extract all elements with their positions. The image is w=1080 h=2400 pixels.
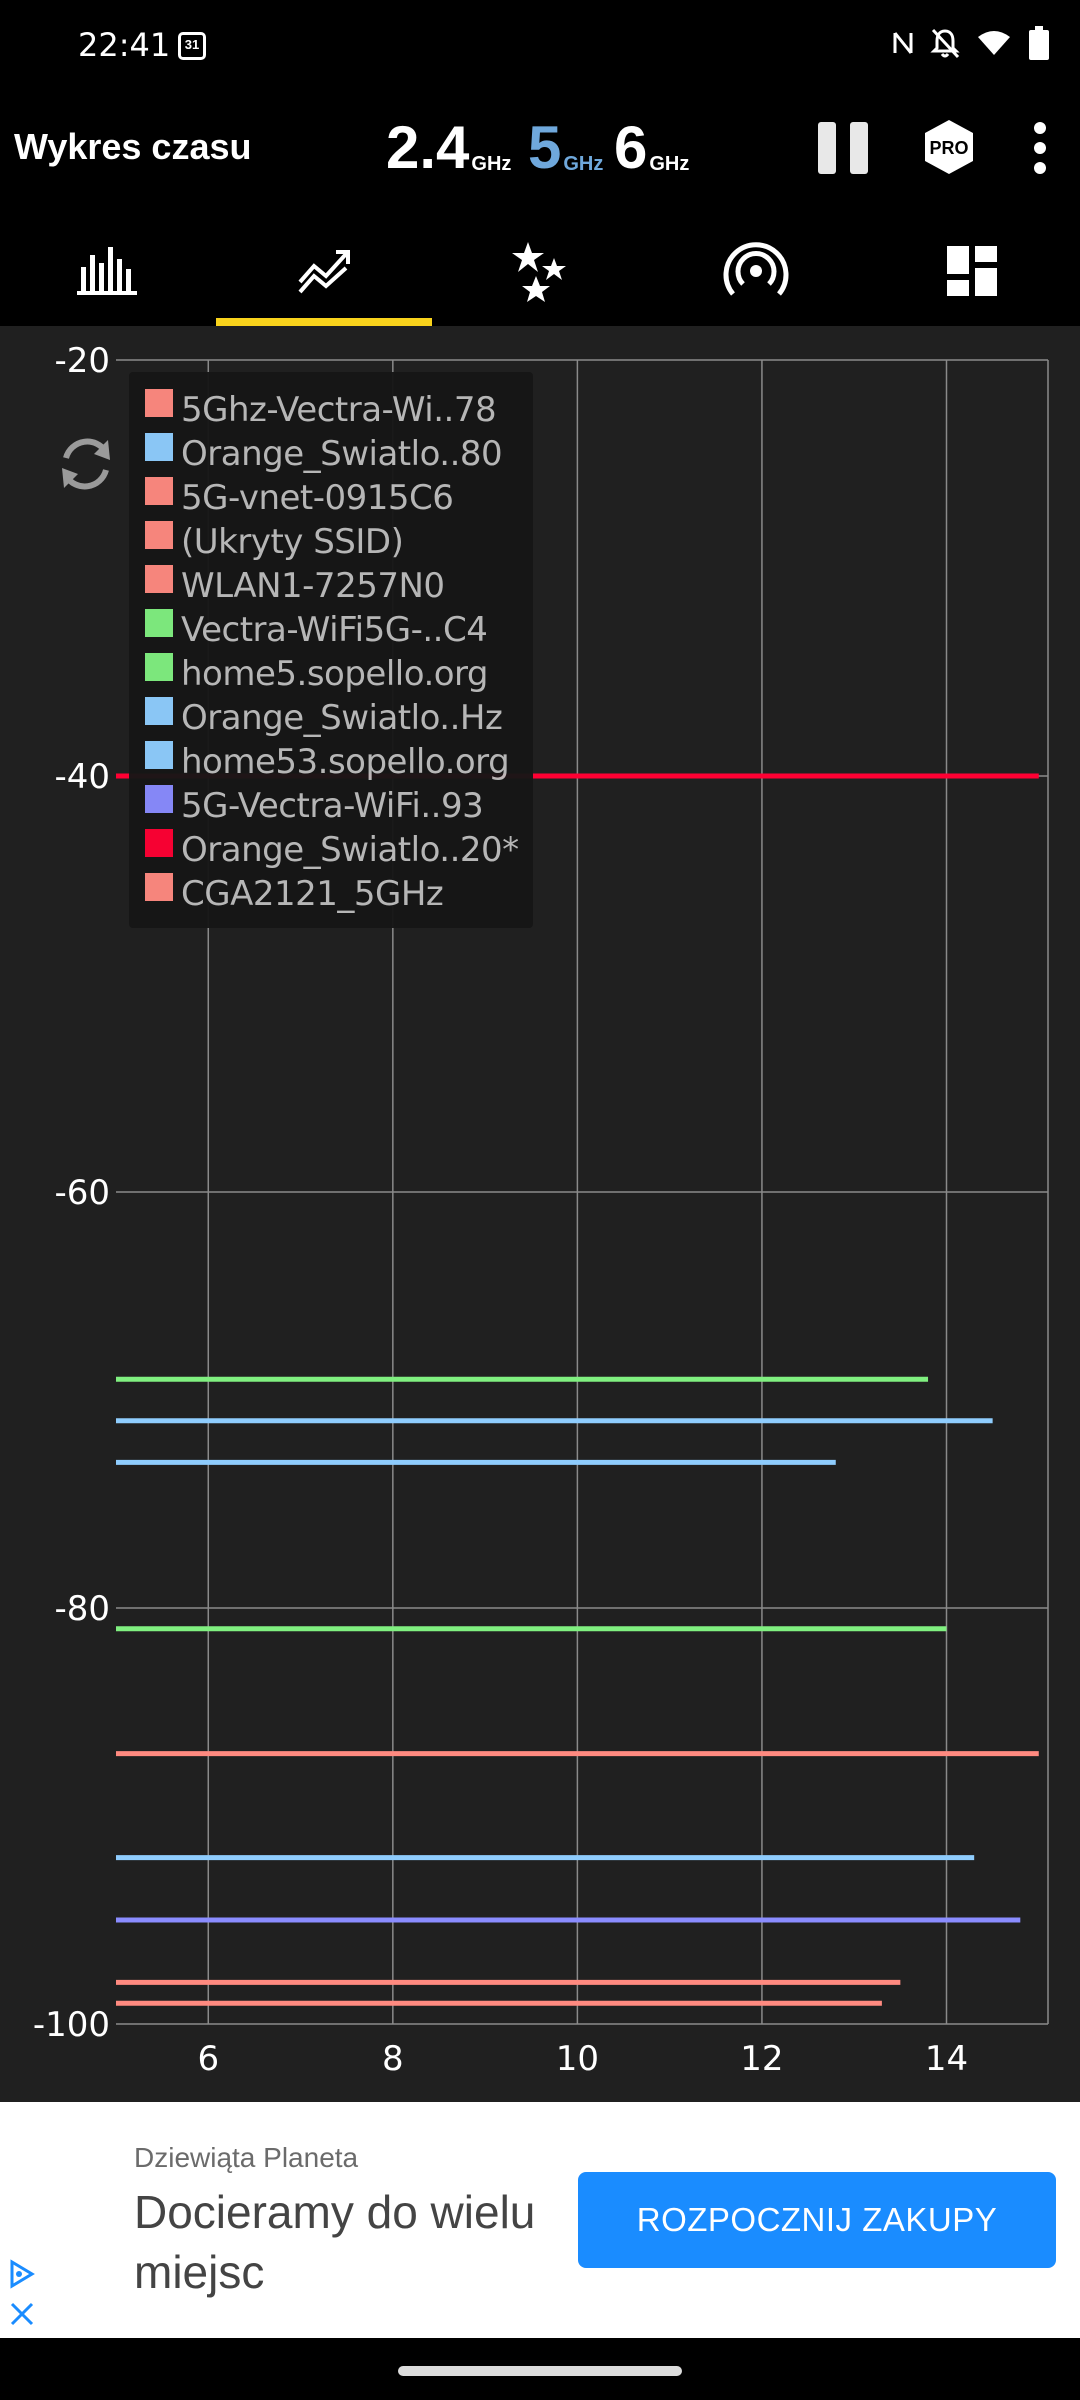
nfc-icon bbox=[892, 29, 914, 62]
legend-label: Orange_Swiatlo..Hz bbox=[181, 698, 503, 738]
legend-item: 5G-vnet-0915C6 bbox=[145, 476, 533, 520]
calendar-icon: 31 bbox=[178, 32, 206, 60]
dashboard-icon bbox=[947, 246, 997, 296]
tab-channel-graph[interactable] bbox=[0, 216, 216, 326]
legend-swatch bbox=[145, 873, 173, 901]
status-icons bbox=[892, 26, 1050, 65]
legend-item: home5.sopello.org bbox=[145, 652, 533, 696]
legend-swatch bbox=[145, 829, 173, 857]
legend-label: 5G-Vectra-WiFi..93 bbox=[181, 786, 484, 826]
battery-icon bbox=[1028, 26, 1050, 65]
time-graph-chart: 6 8 10 12 14 -20 -40 -60 -80 -100 bbox=[33, 341, 1049, 2079]
tab-time-graph[interactable] bbox=[216, 216, 432, 326]
band-2-4-ghz-toggle[interactable]: 2.4 GHz bbox=[386, 118, 511, 178]
x-tick-label: 6 bbox=[197, 2039, 219, 2079]
legend-item: 5Ghz-Vectra-Wi..78 bbox=[145, 388, 533, 432]
legend-swatch bbox=[145, 653, 173, 681]
band-value: 5 bbox=[528, 114, 562, 181]
legend-item: Vectra-WiFi5G-..C4 bbox=[145, 608, 533, 652]
pro-label: PRO bbox=[929, 138, 968, 158]
x-tick-label: 10 bbox=[556, 2039, 599, 2079]
chart-legend: 5Ghz-Vectra-Wi..78 Orange_Swiatlo..80 5G-v… bbox=[129, 372, 533, 928]
legend-label: Orange_Swiatlo..80 bbox=[181, 434, 503, 474]
legend-label: 5G-vnet-0915C6 bbox=[181, 478, 454, 518]
refresh-icon[interactable] bbox=[52, 430, 120, 498]
legend-swatch bbox=[145, 565, 173, 593]
legend-label: home53.sopello.org bbox=[181, 742, 510, 782]
x-tick-label: 12 bbox=[740, 2039, 783, 2079]
legend-label: home5.sopello.org bbox=[181, 654, 489, 694]
ad-headline: Docieramy do wielu bbox=[134, 2186, 536, 2238]
x-tick-label: 14 bbox=[925, 2039, 968, 2079]
tab-bar bbox=[0, 216, 1080, 326]
legend-label: Vectra-WiFi5G-..C4 bbox=[181, 610, 488, 650]
legend-swatch bbox=[145, 697, 173, 725]
legend-swatch bbox=[145, 521, 173, 549]
pro-badge-icon[interactable]: PRO bbox=[920, 118, 978, 176]
band-6-ghz-toggle[interactable]: 6 GHz bbox=[614, 118, 689, 178]
legend-item: home53.sopello.org bbox=[145, 740, 533, 784]
ad-advertiser: Dziewiąta Planeta bbox=[134, 2142, 359, 2173]
status-time: 22:41 bbox=[78, 26, 171, 64]
y-tick-label: -60 bbox=[54, 1173, 110, 1213]
ad-cta-button[interactable]: ROZPOCZNIJ ZAKUPY bbox=[578, 2172, 1056, 2268]
pause-icon[interactable] bbox=[818, 122, 870, 174]
legend-label: WLAN1-7257N0 bbox=[181, 566, 445, 606]
legend-swatch bbox=[145, 609, 173, 637]
legend-swatch bbox=[145, 785, 173, 813]
band-value: 6 bbox=[614, 114, 648, 181]
band-unit: GHz bbox=[471, 153, 512, 175]
notifications-off-icon bbox=[930, 27, 960, 64]
legend-swatch bbox=[145, 433, 173, 461]
wifi-icon bbox=[976, 29, 1012, 62]
ad-banner[interactable]: Dziewiąta Planeta Docieramy do wielu mie… bbox=[0, 2102, 1080, 2338]
adchoices-icon[interactable] bbox=[6, 2258, 38, 2290]
band-unit: GHz bbox=[649, 153, 690, 175]
trend-chart-icon bbox=[298, 250, 350, 294]
legend-label: (Ukryty SSID) bbox=[181, 522, 404, 562]
tab-dashboard[interactable] bbox=[864, 216, 1080, 326]
band-5-ghz-toggle[interactable]: 5 GHz bbox=[528, 118, 603, 178]
legend-label: 5Ghz-Vectra-Wi..78 bbox=[181, 390, 497, 430]
legend-swatch bbox=[145, 477, 173, 505]
y-tick-label: -20 bbox=[54, 341, 110, 381]
status-bar: 22:41 31 bbox=[0, 0, 1080, 96]
app-bar: Wykres czasu 2.4 GHz 5 GHz 6 GHz PRO bbox=[0, 96, 1080, 216]
page-title: Wykres czasu bbox=[14, 126, 252, 167]
legend-swatch bbox=[145, 389, 173, 417]
legend-label: Orange_Swiatlo..20* bbox=[181, 830, 519, 870]
legend-item: WLAN1-7257N0 bbox=[145, 564, 533, 608]
legend-swatch bbox=[145, 741, 173, 769]
band-unit: GHz bbox=[563, 153, 604, 175]
time-graph-area[interactable]: 6 8 10 12 14 -20 -40 -60 -80 -100 bbox=[0, 326, 1080, 2102]
legend-item: Orange_Swiatlo..20* bbox=[145, 828, 533, 872]
legend-item: CGA2121_5GHz bbox=[145, 872, 533, 916]
signal-icon bbox=[723, 242, 789, 296]
legend-item: Orange_Swiatlo..Hz bbox=[145, 696, 533, 740]
legend-label: CGA2121_5GHz bbox=[181, 874, 444, 914]
stars-icon bbox=[512, 242, 566, 302]
legend-item: Orange_Swiatlo..80 bbox=[145, 432, 533, 476]
ad-close-icon[interactable] bbox=[8, 2300, 36, 2328]
y-tick-label: -100 bbox=[33, 2005, 110, 2045]
more-menu-icon[interactable] bbox=[1034, 122, 1048, 174]
legend-item: (Ukryty SSID) bbox=[145, 520, 533, 564]
navigation-bar bbox=[0, 2338, 1080, 2400]
tab-access-points[interactable] bbox=[648, 216, 864, 326]
x-tick-label: 8 bbox=[382, 2039, 404, 2079]
ad-headline-line2: miejsc bbox=[134, 2246, 265, 2298]
bar-chart-icon bbox=[77, 247, 137, 295]
y-tick-label: -40 bbox=[54, 757, 110, 797]
band-value: 2.4 bbox=[386, 114, 470, 181]
tab-channel-rating[interactable] bbox=[432, 216, 648, 326]
home-gesture-handle[interactable] bbox=[398, 2366, 682, 2376]
y-tick-label: -80 bbox=[54, 1589, 110, 1629]
legend-item: 5G-Vectra-WiFi..93 bbox=[145, 784, 533, 828]
